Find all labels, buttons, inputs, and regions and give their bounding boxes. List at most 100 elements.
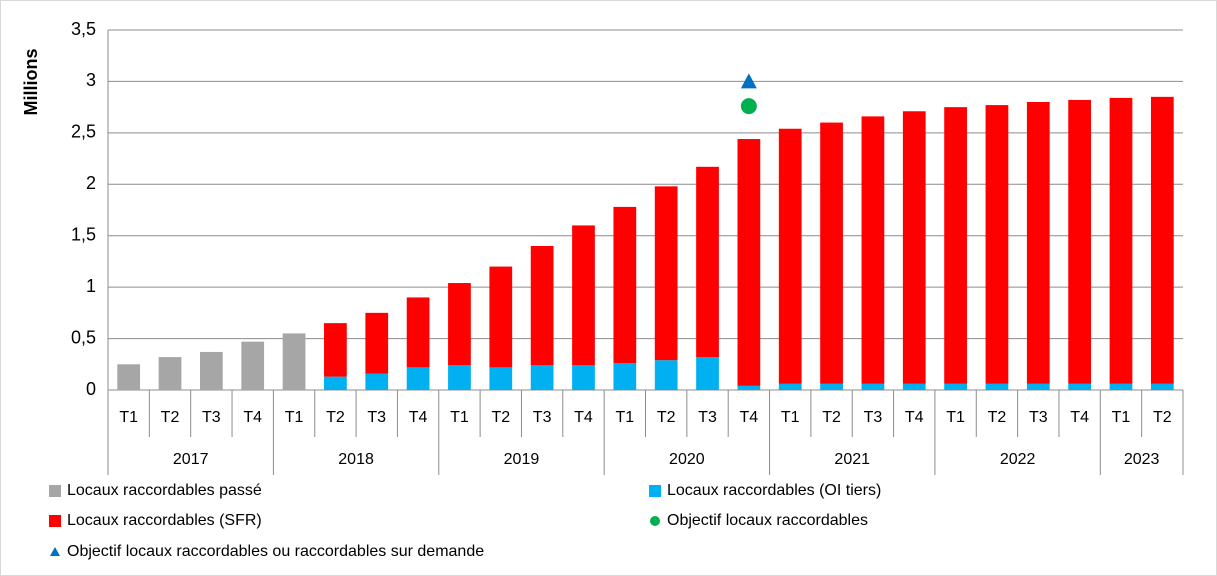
bar — [1109, 383, 1133, 390]
objective-marker — [740, 98, 757, 115]
bar — [654, 360, 678, 390]
legend-swatch — [50, 547, 60, 556]
x-tick-label: T1 — [119, 409, 138, 426]
bar — [696, 166, 719, 358]
x-tick-label: T4 — [905, 409, 924, 426]
x-tick-label: T2 — [161, 409, 180, 426]
legend-swatch — [49, 485, 61, 497]
bar — [985, 383, 1009, 390]
x-tick-label: T3 — [864, 409, 883, 426]
bar — [117, 364, 141, 390]
y-tick-label: 2,5 — [71, 122, 96, 142]
bar — [530, 365, 554, 390]
group-label: 2018 — [338, 451, 374, 468]
bar — [613, 363, 637, 390]
bar — [324, 323, 347, 377]
bar — [902, 383, 926, 390]
bar — [737, 139, 761, 386]
bar — [944, 383, 967, 390]
legend-label: Locaux raccordables (SFR) — [67, 512, 262, 529]
x-tick-label: T4 — [1070, 409, 1089, 426]
bar — [1026, 102, 1050, 384]
legend-label: Objectif locaux raccordables ou raccorda… — [67, 543, 484, 560]
y-tick-label: 3,5 — [71, 19, 96, 39]
legend-label: Objectif locaux raccordables — [667, 512, 868, 529]
bar — [489, 266, 513, 368]
bar — [820, 383, 843, 390]
bar — [861, 116, 885, 384]
x-tick-label: T1 — [615, 409, 634, 426]
bar — [158, 357, 182, 390]
objective-marker — [740, 73, 757, 89]
y-tick-label: 3 — [86, 70, 96, 90]
y-tick-label: 0,5 — [71, 327, 96, 347]
bar — [324, 376, 347, 390]
x-tick-label: T3 — [202, 409, 221, 426]
bar — [737, 385, 761, 390]
y-tick-label: 0 — [86, 379, 96, 399]
bar — [199, 351, 223, 390]
legend-swatch — [49, 515, 61, 527]
bar — [1109, 97, 1133, 384]
legend-label: Locaux raccordables passé — [67, 482, 262, 499]
x-tick-label: T3 — [1029, 409, 1048, 426]
x-tick-label: T1 — [1112, 409, 1131, 426]
bar — [406, 297, 430, 368]
bar — [1150, 383, 1174, 390]
bar — [861, 383, 885, 390]
x-tick-label: T4 — [574, 409, 593, 426]
x-tick-label: T2 — [491, 409, 510, 426]
x-tick-label: T3 — [533, 409, 552, 426]
bar — [944, 107, 967, 384]
bar — [778, 383, 802, 390]
bar — [1150, 96, 1174, 384]
x-tick-label: T1 — [285, 409, 304, 426]
bar — [572, 225, 595, 366]
x-tick-label: T2 — [326, 409, 345, 426]
bar — [778, 128, 802, 384]
x-tick-label: T3 — [698, 409, 717, 426]
x-tick-label: T2 — [657, 409, 676, 426]
bar — [696, 357, 719, 390]
x-tick-label: T2 — [1153, 409, 1172, 426]
bar — [489, 367, 513, 390]
legend-label: Locaux raccordables (OI tiers) — [667, 482, 881, 499]
legend-swatch — [649, 485, 661, 497]
bar — [985, 105, 1009, 384]
group-label: 2019 — [504, 451, 540, 468]
group-label: 2022 — [1000, 451, 1036, 468]
x-tick-label: T2 — [822, 409, 841, 426]
x-tick-label: T4 — [409, 409, 428, 426]
x-tick-label: T2 — [988, 409, 1007, 426]
bar — [241, 341, 265, 390]
y-tick-label: 2 — [86, 173, 96, 193]
group-label: 2021 — [834, 451, 870, 468]
x-tick-label: T1 — [781, 409, 800, 426]
bar — [365, 312, 389, 374]
bar — [406, 367, 430, 390]
x-tick-label: T4 — [243, 409, 262, 426]
bar — [902, 111, 926, 384]
y-axis-label: Millions — [21, 49, 41, 116]
x-tick-label: T4 — [740, 409, 759, 426]
y-tick-label: 1,5 — [71, 224, 96, 244]
bar — [820, 122, 843, 384]
bar — [530, 246, 554, 366]
bar — [448, 283, 471, 366]
group-label: 2020 — [669, 451, 705, 468]
bar — [282, 333, 306, 390]
group-label: 2017 — [173, 451, 209, 468]
bar — [448, 365, 471, 390]
bar — [613, 206, 637, 364]
legend-swatch — [650, 516, 660, 526]
bar — [365, 373, 389, 390]
group-label: 2023 — [1124, 451, 1160, 468]
bar — [572, 365, 595, 390]
bar — [1026, 383, 1050, 390]
y-tick-label: 1 — [86, 276, 96, 296]
x-tick-label: T3 — [367, 409, 386, 426]
bar — [654, 186, 678, 361]
x-tick-label: T1 — [450, 409, 469, 426]
